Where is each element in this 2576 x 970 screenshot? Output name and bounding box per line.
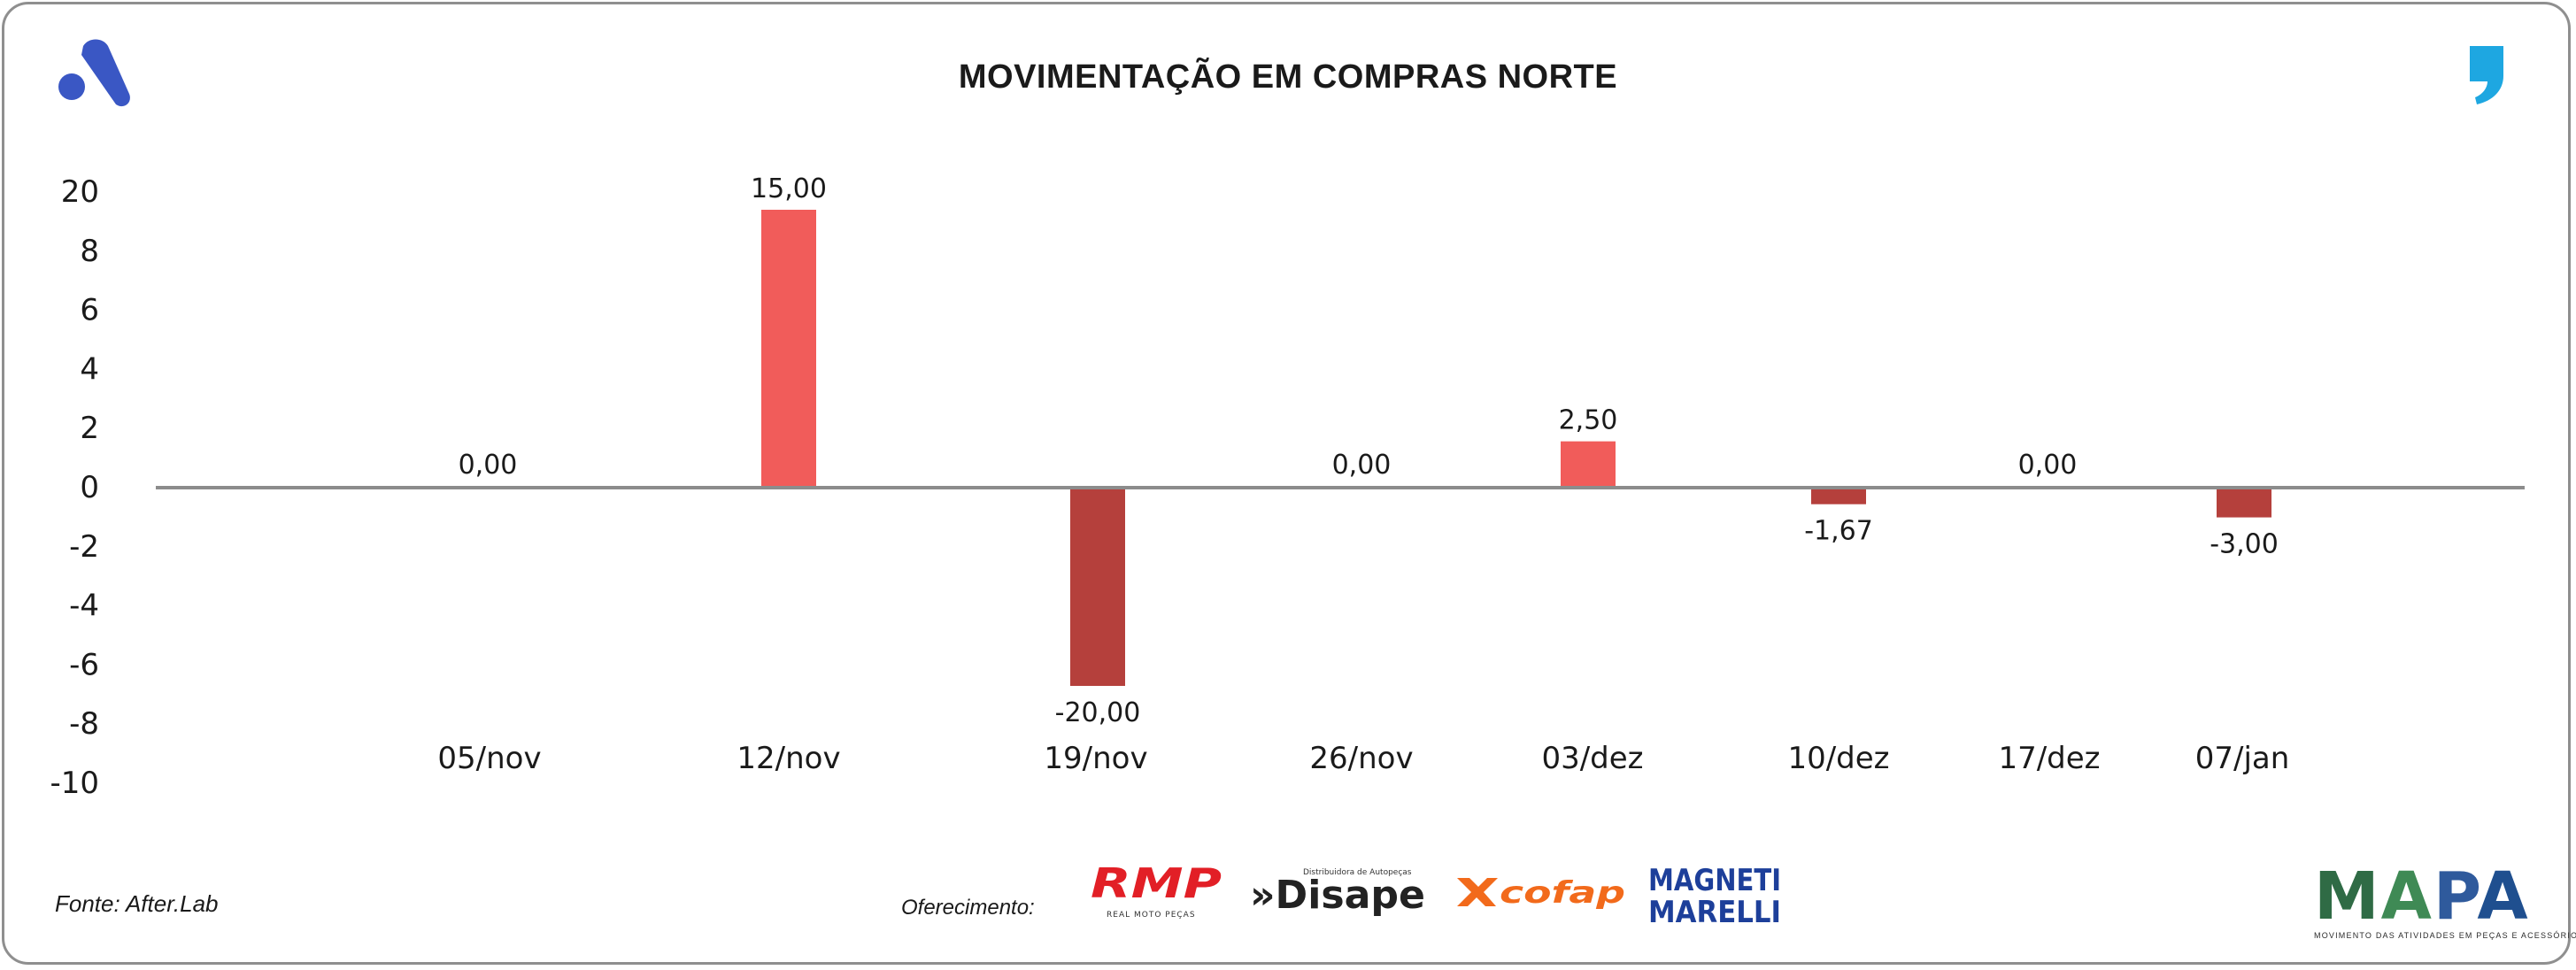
x-tick-label: 05/nov [437, 741, 541, 776]
sponsor-label: Oferecimento: [901, 896, 1035, 920]
mapa-wordmark: MAPA [2314, 858, 2530, 935]
y-tick-label: -6 [69, 647, 99, 682]
y-tick-label: -4 [69, 589, 99, 624]
source-note: Fonte: After.Lab [55, 890, 219, 917]
svg-text:»Disape: »Disape [1250, 873, 1425, 918]
y-tick-label: 4 [80, 351, 99, 387]
bar [1070, 488, 1125, 686]
magneti-marelli-logo: MAGNETI MARELLI [1647, 858, 1788, 934]
quote-comma-icon [2466, 46, 2510, 109]
disape-logo: Distribuidora de Autopeças »Disape [1248, 858, 1434, 927]
x-axis-ticks: 05/nov 12/nov 19/nov 26/nov 03/dez 10/dez 17/d… [437, 741, 2289, 776]
rmp-logo: RMP REAL MOTO PEÇAS [1087, 858, 1229, 927]
data-label: 2,50 [1559, 405, 1618, 436]
y-tick-label: -10 [50, 766, 99, 801]
y-tick-label: 8 [80, 234, 99, 269]
bar [2217, 488, 2271, 518]
data-label: -1,67 [1804, 516, 1873, 547]
svg-text:MARELLI: MARELLI [1648, 895, 1781, 929]
x-tick-label: 10/dez [1787, 741, 1889, 776]
y-tick-label: 6 [80, 293, 99, 328]
x-tick-label: 03/dez [1541, 741, 1643, 776]
y-tick-label: -8 [69, 706, 99, 742]
x-tick-label: 26/nov [1309, 741, 1413, 776]
svg-text:MAGNETI: MAGNETI [1648, 863, 1781, 898]
y-tick-label: 20 [61, 174, 99, 210]
x-tick-label: 19/nov [1044, 741, 1147, 776]
data-label: 0,00 [2018, 450, 2078, 481]
data-label: -3,00 [2210, 529, 2279, 560]
bar [1561, 441, 1616, 488]
data-label: 0,00 [1332, 450, 1392, 481]
bar [761, 210, 816, 488]
bar [1811, 488, 1866, 504]
data-labels: 0,00 15,00 -20,00 0,00 2,50 -1,67 0,00 -3,00 [459, 173, 2279, 728]
svg-text:REAL MOTO PEÇAS: REAL MOTO PEÇAS [1107, 911, 1196, 920]
bars [761, 210, 2271, 686]
x-tick-label: 12/nov [737, 741, 840, 776]
data-label: 0,00 [459, 450, 518, 481]
data-label: 15,00 [751, 173, 827, 204]
svg-text:Distribuidora de Autopeças: Distribuidora de Autopeças [1303, 868, 1412, 877]
y-tick-label: -2 [69, 529, 99, 565]
mapa-logo: MAPA MOVIMENTO DAS ATIVIDADES EM PEÇAS E… [2314, 864, 2576, 940]
y-tick-label: 2 [80, 411, 99, 446]
data-label: -20,00 [1055, 697, 1141, 728]
svg-text:RMP: RMP [1091, 859, 1222, 907]
svg-text:cofap: cofap [1500, 875, 1625, 911]
afterlab-logo-icon [57, 39, 133, 112]
mapa-tagline: MOVIMENTO DAS ATIVIDADES EM PEÇAS E ACES… [2314, 931, 2576, 940]
y-tick-label: 0 [80, 470, 99, 505]
x-tick-label: 07/jan [2195, 741, 2290, 776]
cofap-logo: cofap [1454, 858, 1631, 927]
x-tick-label: 17/dez [1998, 741, 2100, 776]
chart-title: MOVIMENTAÇÃO EM COMPRAS NORTE [958, 58, 1618, 96]
